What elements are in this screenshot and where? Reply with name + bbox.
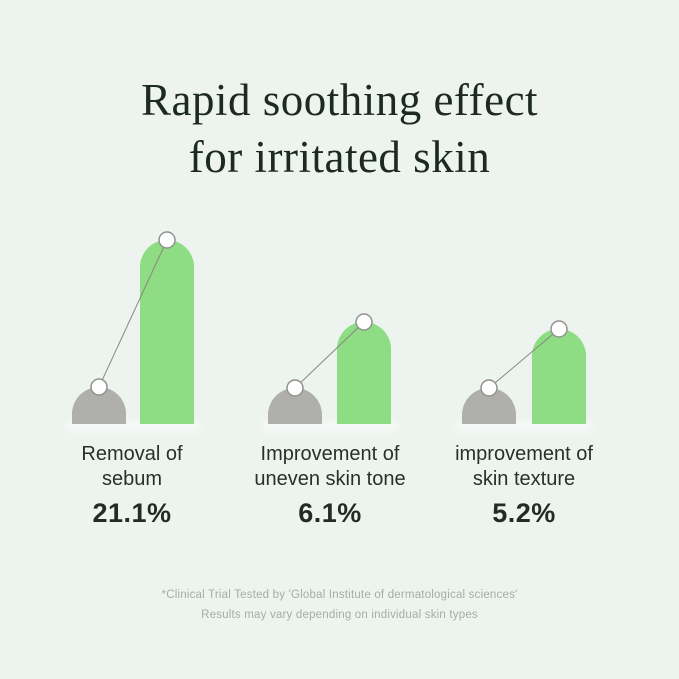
connector-line [488, 328, 560, 389]
bar-after-green [532, 329, 586, 424]
connector-line [98, 239, 168, 388]
page-title: Rapid soothing effect for irritated skin [0, 72, 679, 186]
data-point-dot [550, 320, 568, 338]
metric-value: 5.2% [492, 498, 556, 528]
chart-group-label-2: Improvement of uneven skin tone 6.1% [215, 442, 445, 528]
metric-label-line: skin texture [472, 468, 576, 490]
bar-before-gray [72, 387, 126, 424]
page-title-line-1: Rapid soothing effect [140, 75, 539, 125]
bar-after-green [140, 240, 194, 424]
chart-group-label-3: improvement of skin texture 5.2% [409, 442, 639, 528]
metric-label-line: Removal of [81, 443, 183, 465]
bar-before-gray [268, 388, 322, 424]
data-point-dot [355, 313, 373, 331]
chart-group-label-1: Removal of sebum 21.1% [17, 442, 247, 528]
metric-value: 6.1% [298, 498, 362, 528]
data-point-dot [90, 378, 108, 396]
data-point-dot [480, 379, 498, 397]
metric-label-line: sebum [101, 468, 163, 490]
page-title-line-2: for irritated skin [188, 132, 491, 182]
metric-value: 21.1% [92, 498, 172, 528]
footnote-line-1: *Clinical Trial Tested by 'Global Instit… [161, 589, 518, 601]
footnote-line-2: Results may vary depending on individual… [201, 609, 478, 621]
clinical-disclaimer: *Clinical Trial Tested by 'Global Instit… [0, 585, 679, 625]
bar-shadow [66, 422, 200, 431]
connector-line [294, 321, 365, 389]
bar-before-gray [462, 388, 516, 424]
data-point-dot [158, 231, 176, 249]
metric-label-line: Improvement of [260, 443, 400, 465]
bar-shadow [262, 422, 397, 431]
bar-after-green [337, 322, 391, 424]
metric-label-line: uneven skin tone [254, 468, 406, 490]
data-point-dot [286, 379, 304, 397]
bar-shadow [456, 422, 592, 431]
metric-label-line: improvement of [455, 443, 593, 465]
